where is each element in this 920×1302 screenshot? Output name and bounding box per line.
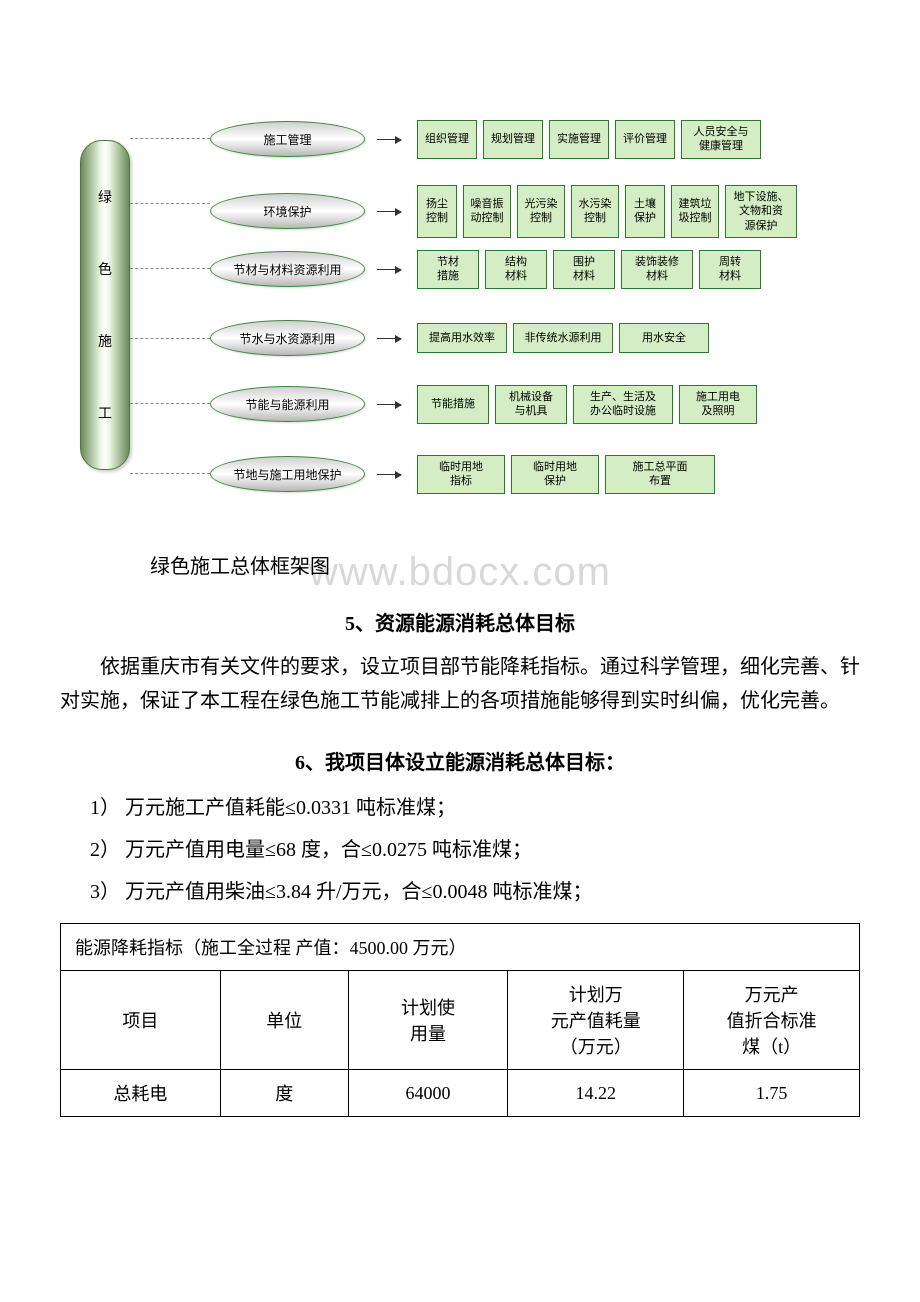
diagram-box: 用水安全 [619,323,709,353]
diagram-box: 建筑垃圾控制 [671,185,719,238]
diagram-box: 评价管理 [615,120,675,159]
diagram-row: 节能与能源利用 节能措施机械设备与机具生产、生活及办公临时设施施工用电及照明 [210,385,757,424]
diagram-row: 环境保护 扬尘控制噪音振动控制光污染控制水污染控制土壤保护建筑垃圾控制地下设施、文… [210,185,797,238]
diagram-box: 临时用地保护 [511,455,599,494]
diagram-box: 结构材料 [485,250,547,289]
section-5-title: 5、资源能源消耗总体目标 [60,607,860,636]
table-cell: 64000 [348,1070,508,1117]
diagram-category: 节地与施工用地保护 [210,456,365,492]
diagram-box: 地下设施、文物和资源保护 [725,185,797,238]
diagram-box: 扬尘控制 [417,185,457,238]
diagram-category: 节材与材料资源利用 [210,251,365,287]
diagram-box: 规划管理 [483,120,543,159]
table-row: 总耗电度6400014.221.75 [61,1070,860,1117]
diagram-box: 节能措施 [417,385,489,424]
diagram-row: 施工管理 组织管理规划管理实施管理评价管理人员安全与健康管理 [210,120,761,159]
diagram-box: 生产、生活及办公临时设施 [573,385,673,424]
diagram-box: 施工总平面布置 [605,455,715,494]
diagram-box: 水污染控制 [571,185,619,238]
diagram-box: 组织管理 [417,120,477,159]
section-6-title: 6、我项目体设立能源消耗总体目标： [60,746,860,775]
diagram-category: 节能与能源利用 [210,386,365,422]
table-column-header: 计划万元产值耗量（万元） [508,971,684,1070]
diagram-box: 围护材料 [553,250,615,289]
section-5-body: 依据重庆市有关文件的要求，设立项目部节能降耗指标。通过科学管理，细化完善、针对实… [60,650,860,718]
diagram-category: 节水与水资源利用 [210,320,365,356]
diagram-box: 实施管理 [549,120,609,159]
table-column-header: 单位 [220,971,348,1070]
energy-table: 能源降耗指标（施工全过程 产值：4500.00 万元） 项目单位计划使用量计划万… [60,923,860,1117]
diagram-box: 临时用地指标 [417,455,505,494]
diagram-box: 非传统水源利用 [513,323,613,353]
table-cell: 度 [220,1070,348,1117]
table-column-header: 万元产值折合标准煤（t） [684,971,860,1070]
diagram-box: 周转材料 [699,250,761,289]
diagram-root: 绿色施工 [80,140,130,470]
diagram-caption: 绿色施工总体框架图 [150,550,860,579]
table-cell: 14.22 [508,1070,684,1117]
diagram-box: 提高用水效率 [417,323,507,353]
diagram-category: 施工管理 [210,121,365,157]
diagram-box: 光污染控制 [517,185,565,238]
diagram-box: 人员安全与健康管理 [681,120,761,159]
diagram-box: 装饰装修材料 [621,250,693,289]
diagram-row: 节地与施工用地保护 临时用地指标临时用地保护施工总平面布置 [210,455,715,494]
list-item: 2） 万元产值用电量≤68 度，合≤0.0275 吨标准煤； [90,831,860,869]
diagram-row: 节材与材料资源利用 节材措施结构材料围护材料装饰装修材料周转材料 [210,250,761,289]
list-item: 1） 万元施工产值耗能≤0.0331 吨标准煤； [90,789,860,827]
diagram-category: 环境保护 [210,193,365,229]
table-cell: 1.75 [684,1070,860,1117]
diagram-box: 节材措施 [417,250,479,289]
table-header: 能源降耗指标（施工全过程 产值：4500.00 万元） [61,924,860,971]
table-column-header: 计划使用量 [348,971,508,1070]
green-construction-diagram: 绿色施工 施工管理 组织管理规划管理实施管理评价管理人员安全与健康管理环境保护 扬尘… [80,90,840,530]
diagram-box: 噪音振动控制 [463,185,511,238]
diagram-box: 施工用电及照明 [679,385,757,424]
list-item: 3） 万元产值用柴油≤3.84 升/万元，合≤0.0048 吨标准煤； [90,873,860,911]
diagram-box: 土壤保护 [625,185,665,238]
diagram-row: 节水与水资源利用 提高用水效率非传统水源利用用水安全 [210,320,709,356]
diagram-box: 机械设备与机具 [495,385,567,424]
table-column-header: 项目 [61,971,221,1070]
table-cell: 总耗电 [61,1070,221,1117]
